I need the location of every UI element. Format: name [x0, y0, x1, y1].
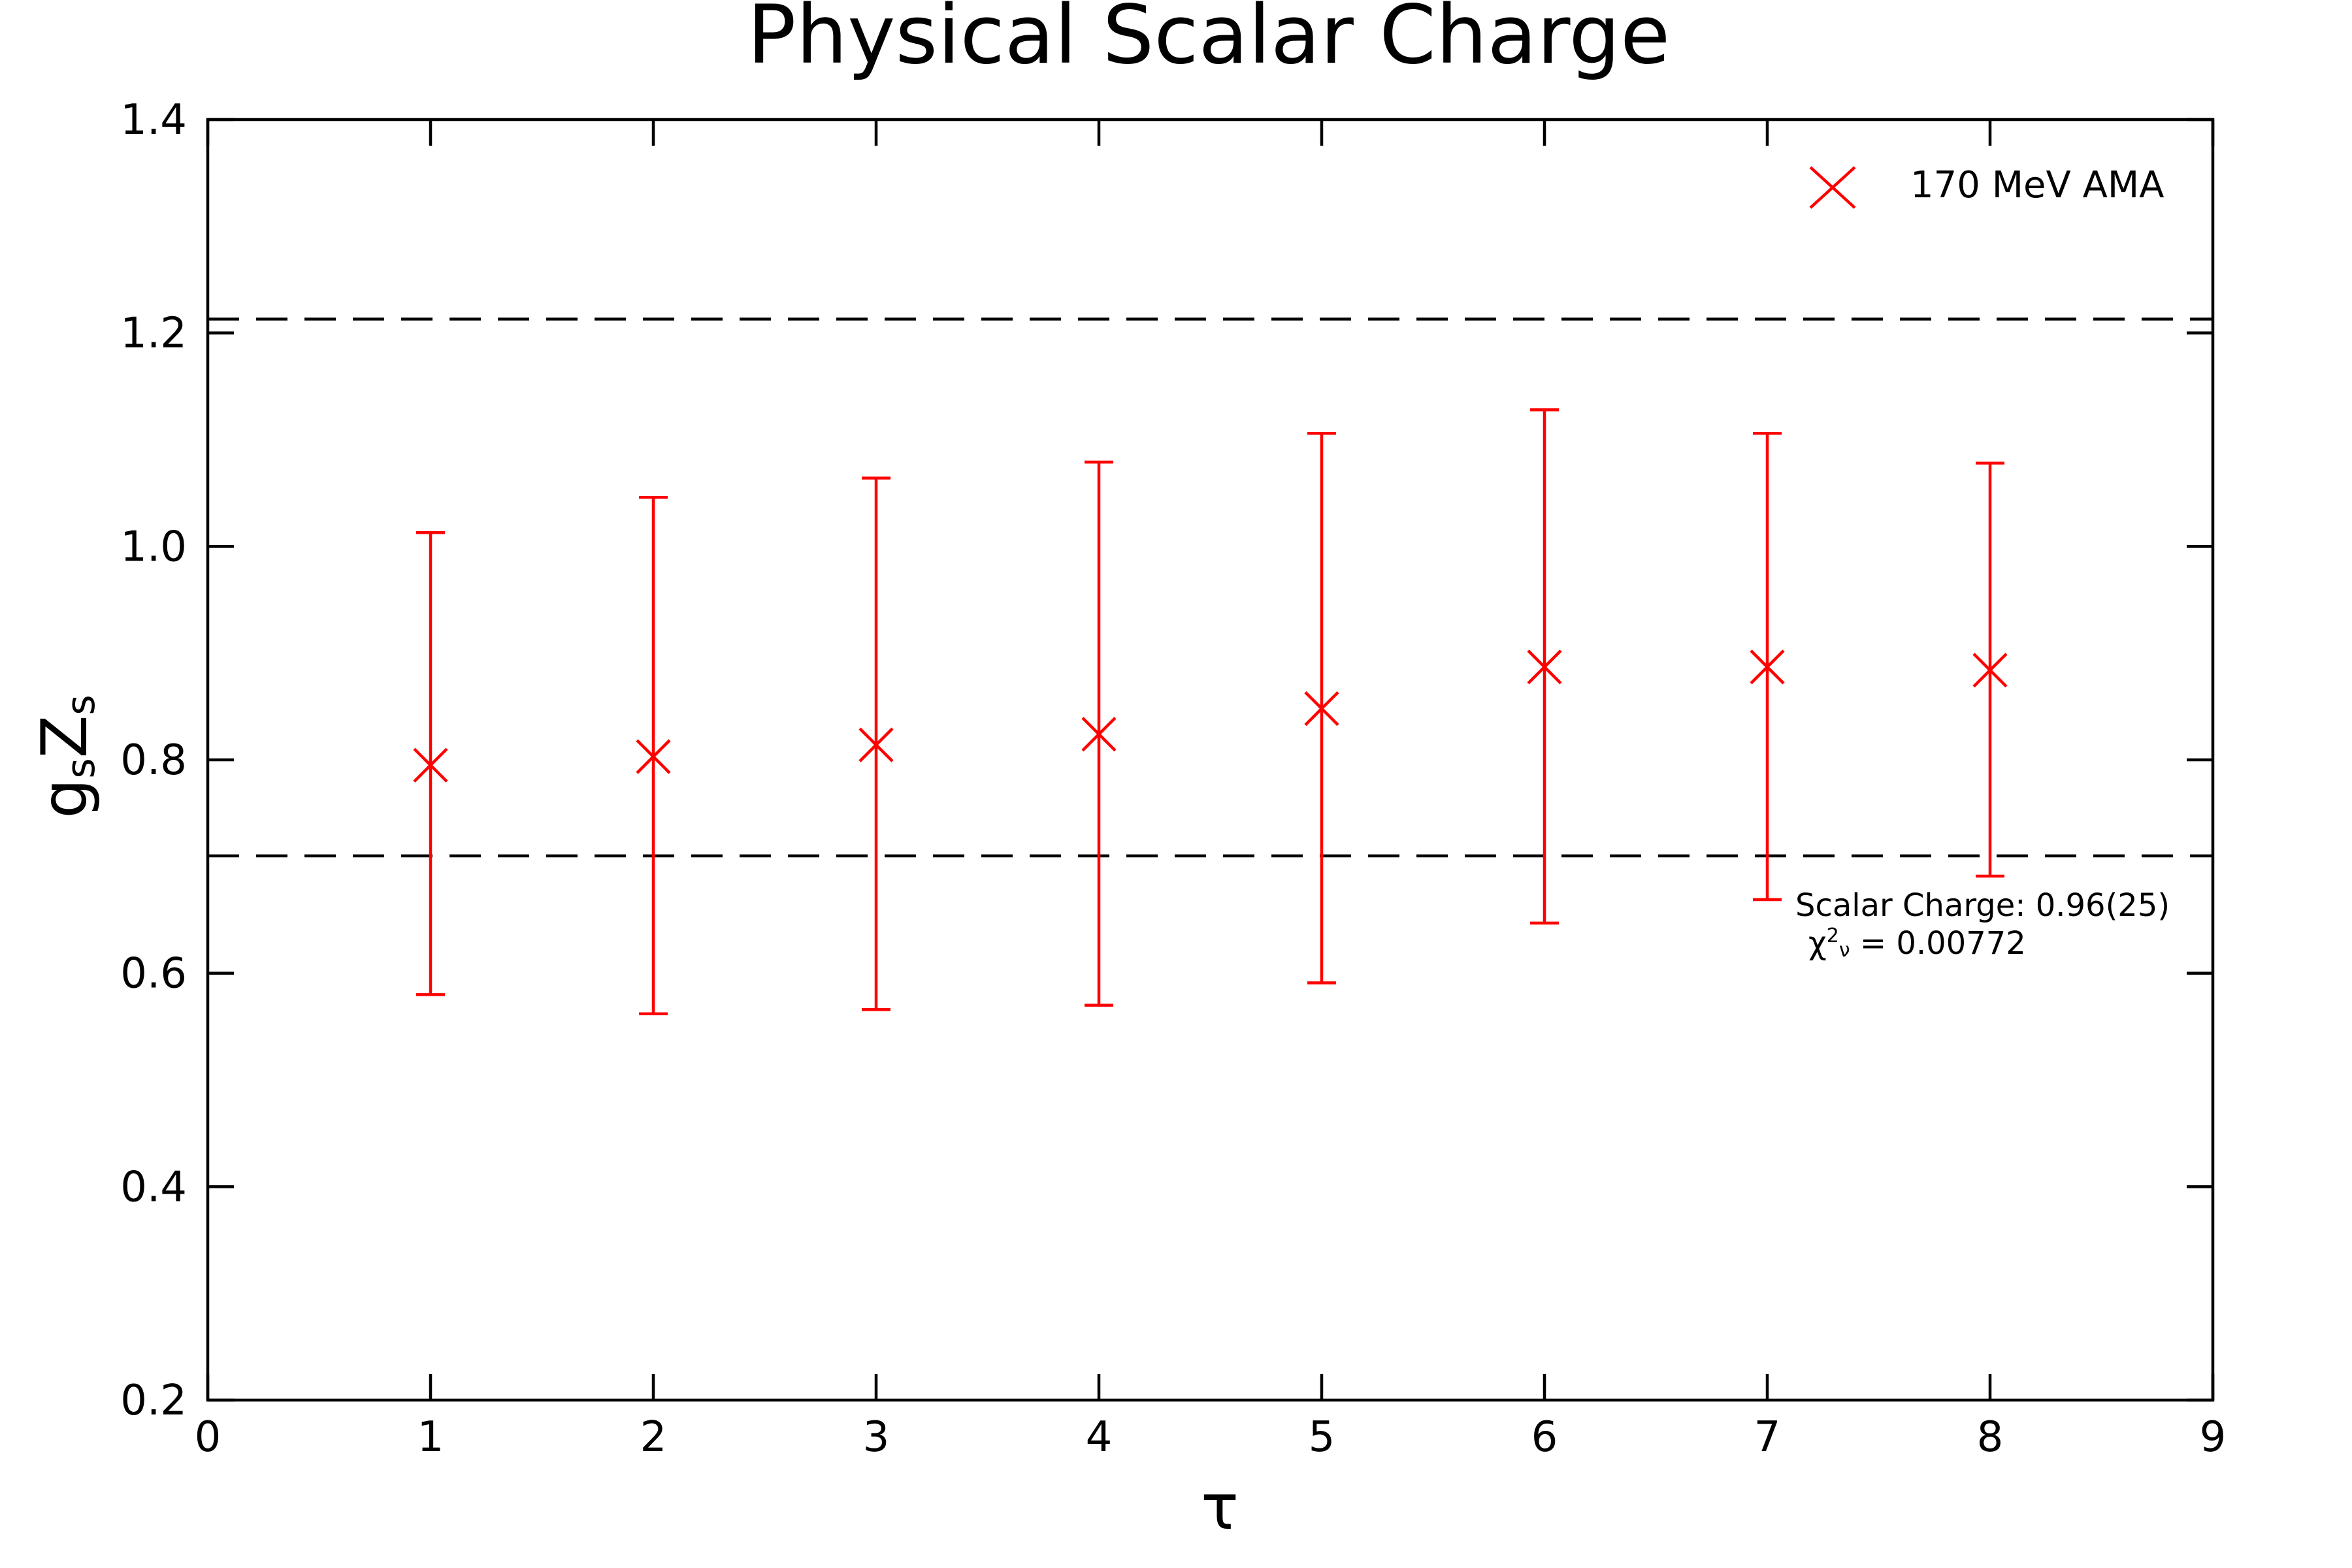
y-axis-label: gsZs	[28, 694, 104, 818]
x-tick-label: 6	[1531, 1413, 1558, 1462]
x-tick-label: 3	[863, 1413, 890, 1462]
x-tick-label: 1	[417, 1413, 444, 1462]
x-tick-label: 7	[1754, 1413, 1781, 1462]
y-axis-label-z: Z	[28, 715, 101, 759]
data-point	[1081, 461, 1117, 1007]
x-tick-label: 4	[1086, 1413, 1113, 1462]
tick-labels: 0 1 2 3 4 5 6 7 8 9 0.2 0.4 0.6 0.8 1.0 1.2 1.4	[120, 96, 2226, 1462]
x-tick-label: 5	[1309, 1413, 1335, 1462]
y-axis-label-z-sub: s	[58, 694, 104, 715]
x-tick-label: 0	[195, 1413, 221, 1462]
fit-result-annotation: Scalar Charge: 0.96(25)	[1795, 887, 2170, 924]
x-marker-stroke-2	[1972, 653, 2008, 688]
x-tick-label: 2	[640, 1413, 667, 1462]
data-point	[858, 476, 894, 1011]
x-marker-stroke-2	[1527, 649, 1562, 685]
y-tick-label: 0.8	[120, 736, 187, 785]
y-tick-label: 0.4	[120, 1163, 187, 1211]
plot-border	[206, 118, 2215, 1402]
x-marker-stroke-2	[1750, 649, 1785, 685]
chi-squared-annotation: χ2ν = 0.00772	[1808, 924, 2026, 962]
x-marker-stroke-2	[858, 727, 894, 762]
chi-sup: 2	[1827, 924, 1839, 947]
chi-symbol: χ	[1808, 925, 1827, 962]
x-marker-stroke-2	[636, 739, 671, 774]
chi-value: = 0.00772	[1850, 925, 2026, 962]
y-tick-label: 1.2	[120, 310, 187, 358]
y-tick-label: 1.0	[120, 523, 187, 571]
chi-sub: ν	[1839, 939, 1850, 962]
x-marker-stroke-2	[413, 747, 448, 783]
y-tick-label: 1.4	[120, 96, 187, 144]
x-marker-stroke-2	[1081, 717, 1117, 752]
x-tick-label: 9	[2200, 1413, 2227, 1462]
y-axis-label-g-sub: s	[58, 758, 104, 778]
data-point	[1750, 431, 1785, 902]
y-tick-label: 0.6	[120, 950, 187, 998]
x-marker-stroke-2	[1304, 691, 1339, 727]
data-point	[636, 495, 671, 1015]
y-tick-label: 0.2	[120, 1377, 187, 1425]
data-point	[1304, 431, 1339, 985]
data-point	[1972, 461, 2008, 878]
plot-frame	[206, 118, 2215, 1402]
reference-lines	[208, 318, 2213, 858]
axis-ticks	[206, 118, 2215, 1402]
y-axis-label-g: g	[28, 779, 101, 819]
x-tick-label: 8	[1977, 1413, 2004, 1462]
legend: 170 MeV AMA	[1809, 164, 2164, 209]
series-170-mev-ama	[413, 408, 2008, 1015]
legend-marker	[1809, 166, 1856, 209]
data-point	[1527, 408, 1562, 925]
data-point	[413, 531, 448, 996]
legend-label: 170 MeV AMA	[1910, 164, 2164, 206]
chart-title: Physical Scalar Charge	[747, 0, 1671, 82]
x-axis-label: τ	[1201, 1471, 1239, 1544]
